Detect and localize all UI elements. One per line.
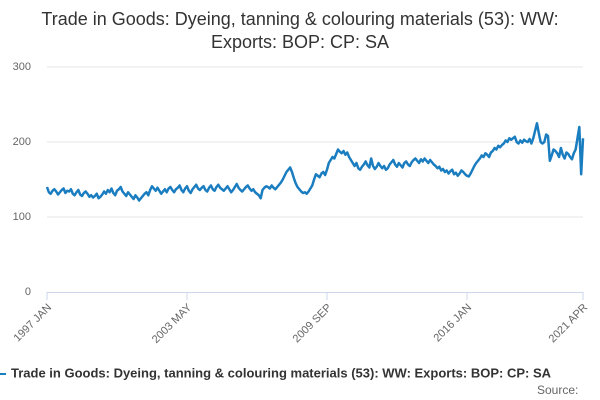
source: Source: — [537, 383, 578, 397]
y-tick-label: 300 — [13, 61, 31, 73]
x-tick-label: 1997 JAN — [12, 302, 55, 345]
x-tick-label: 2016 JAN — [431, 302, 474, 345]
y-tick-label: 100 — [13, 211, 31, 223]
y-tick-label: 200 — [13, 136, 31, 148]
line-series — [45, 122, 585, 202]
legend-label: Trade in Goods: Dyeing, tanning & colour… — [11, 365, 552, 380]
y-tick-label: 0 — [25, 286, 31, 298]
x-tick-label: 2021 APR — [547, 302, 591, 346]
x-tick-label: 2003 MAY — [150, 301, 195, 346]
x-tick-label: 2009 SEP — [291, 302, 335, 346]
chart-title: Trade in Goods: Dyeing, tanning & colour… — [41, 9, 559, 52]
